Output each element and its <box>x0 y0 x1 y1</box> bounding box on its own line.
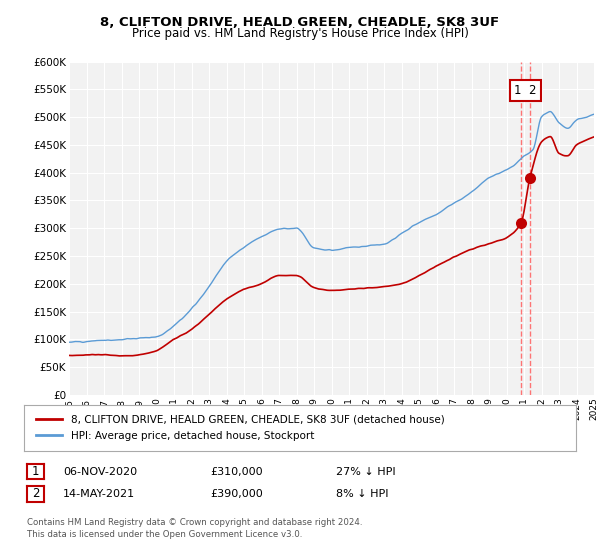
Text: Price paid vs. HM Land Registry's House Price Index (HPI): Price paid vs. HM Land Registry's House … <box>131 27 469 40</box>
Text: Contains HM Land Registry data © Crown copyright and database right 2024.
This d: Contains HM Land Registry data © Crown c… <box>27 518 362 539</box>
Text: 14-MAY-2021: 14-MAY-2021 <box>63 489 135 499</box>
Text: 2: 2 <box>32 487 39 501</box>
Text: £390,000: £390,000 <box>210 489 263 499</box>
Text: 1: 1 <box>32 465 39 478</box>
Text: 1  2: 1 2 <box>514 84 537 97</box>
Legend: 8, CLIFTON DRIVE, HEALD GREEN, CHEADLE, SK8 3UF (detached house), HPI: Average p: 8, CLIFTON DRIVE, HEALD GREEN, CHEADLE, … <box>32 410 448 445</box>
Text: 8, CLIFTON DRIVE, HEALD GREEN, CHEADLE, SK8 3UF: 8, CLIFTON DRIVE, HEALD GREEN, CHEADLE, … <box>100 16 500 29</box>
Text: 06-NOV-2020: 06-NOV-2020 <box>63 466 137 477</box>
Text: £310,000: £310,000 <box>210 466 263 477</box>
Text: 27% ↓ HPI: 27% ↓ HPI <box>336 466 395 477</box>
Text: 8% ↓ HPI: 8% ↓ HPI <box>336 489 389 499</box>
